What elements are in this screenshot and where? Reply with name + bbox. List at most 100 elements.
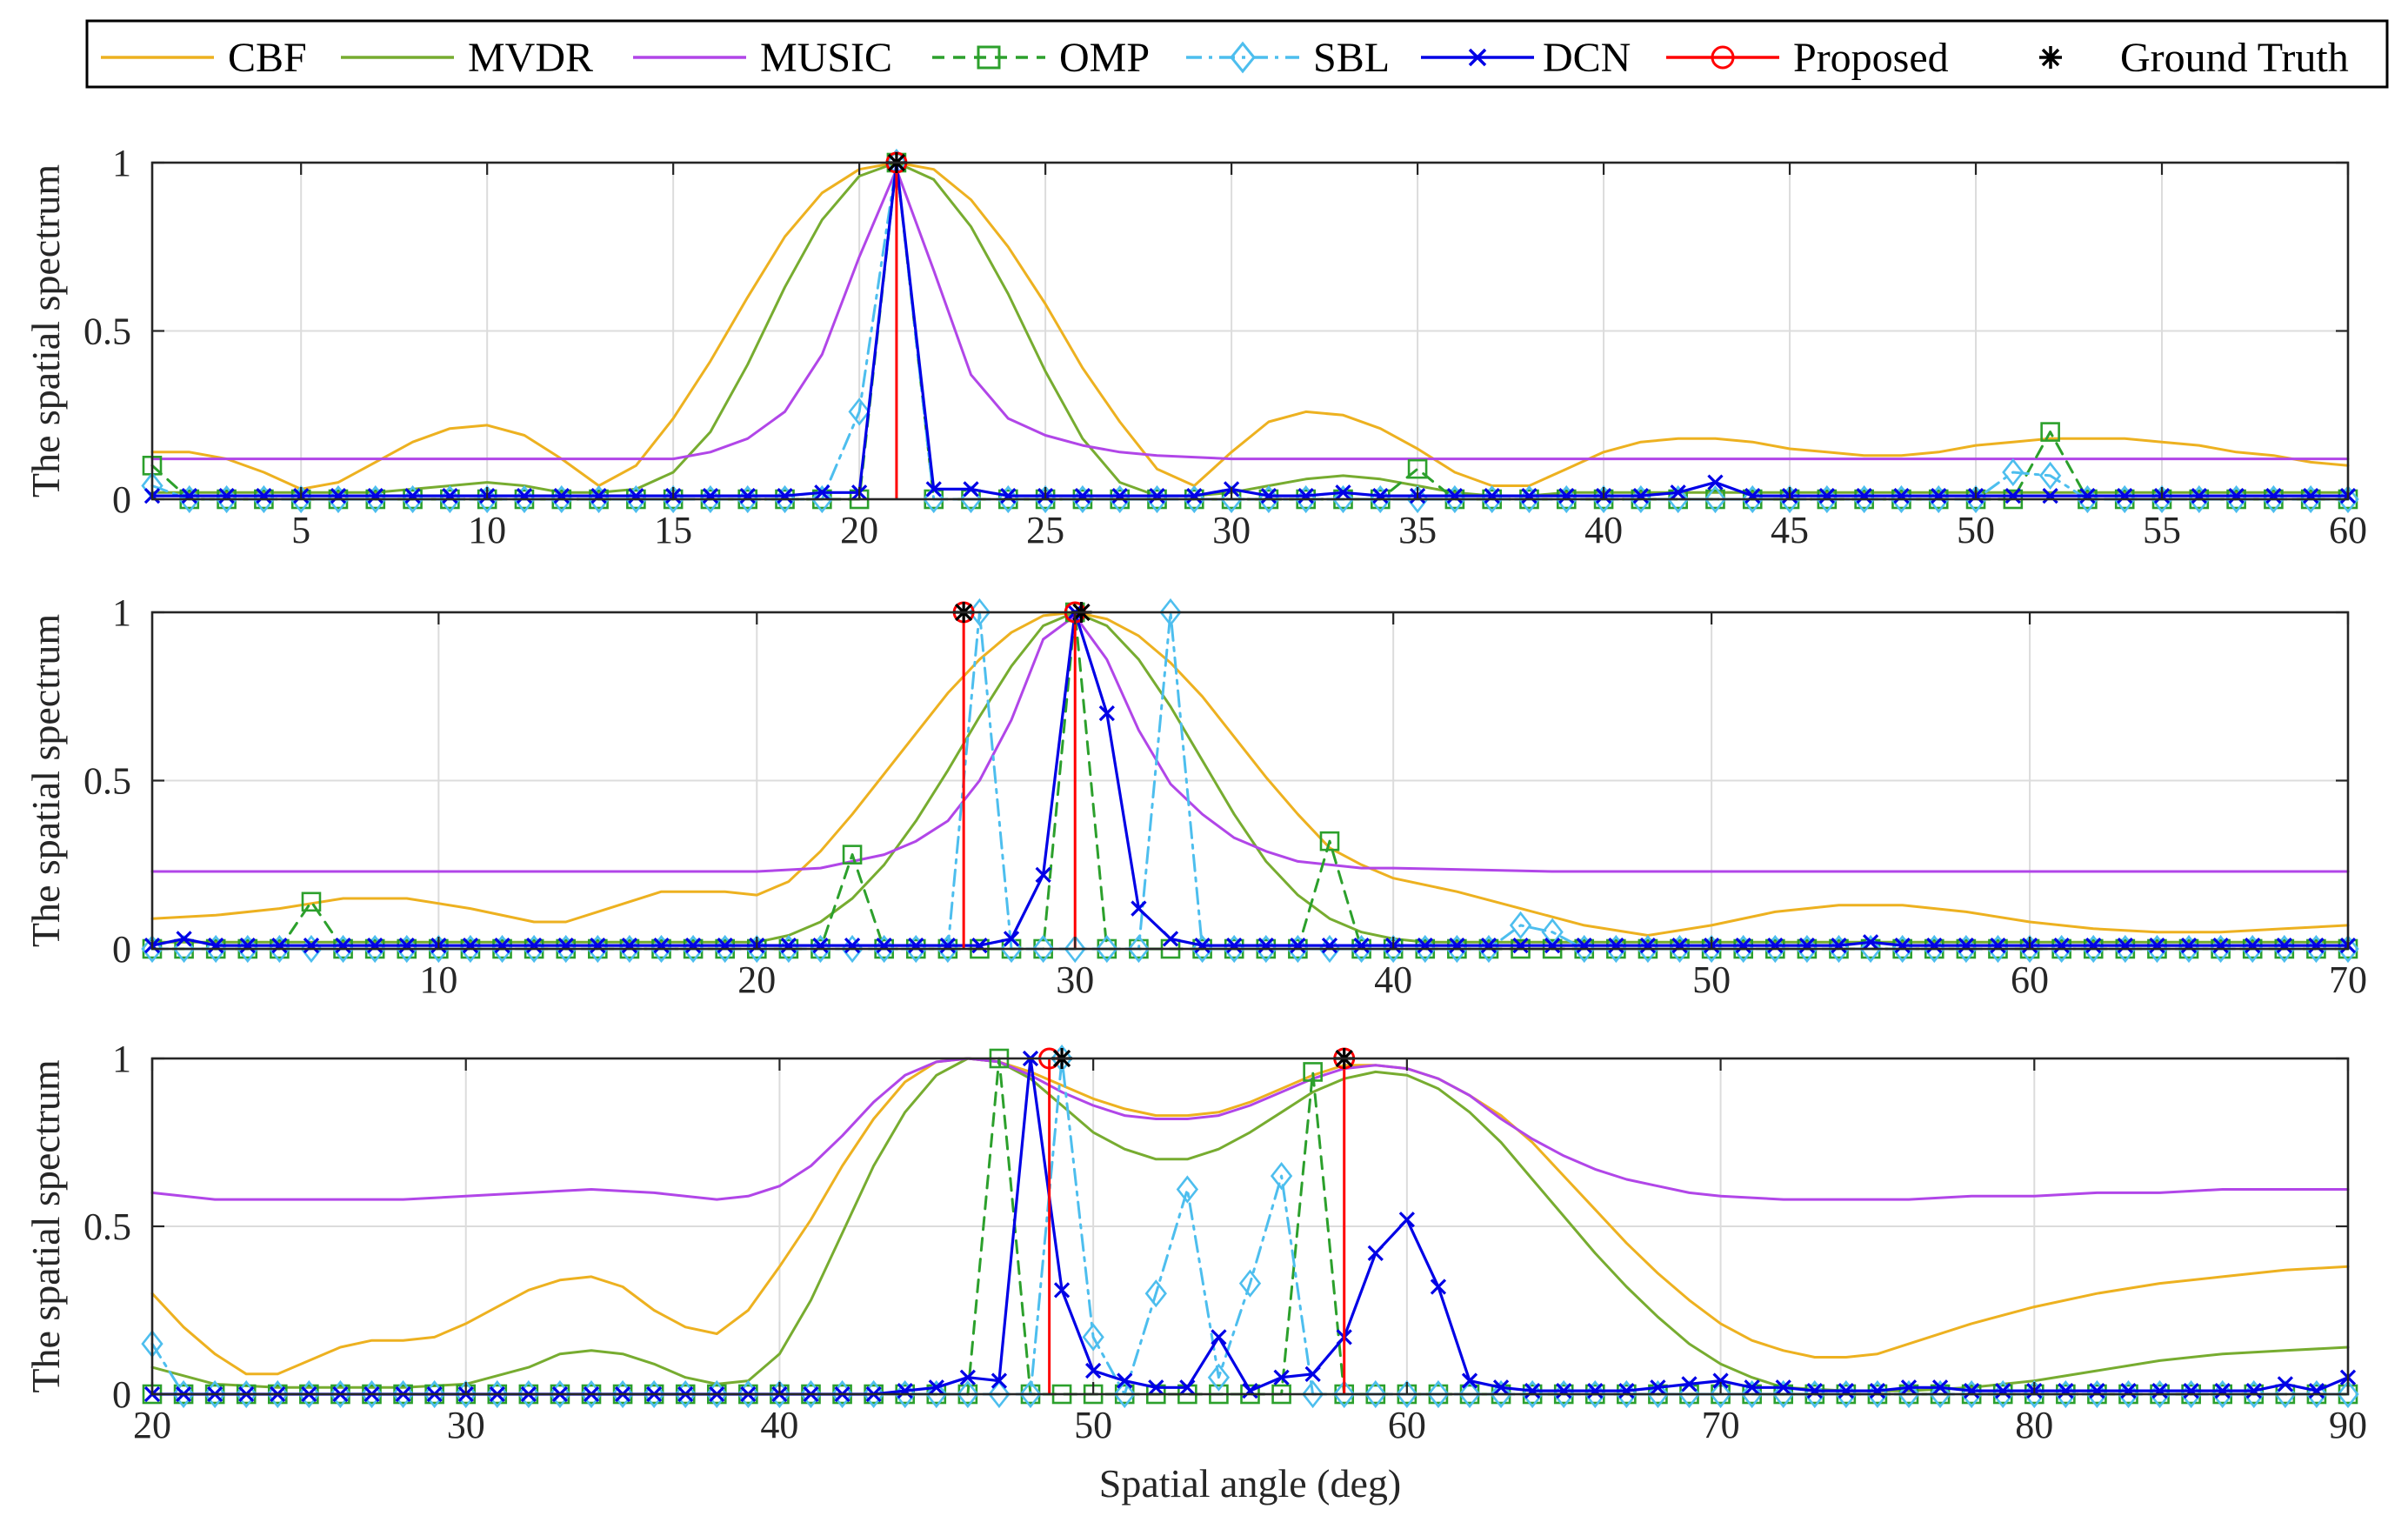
data-point-sbl xyxy=(486,1379,509,1409)
x-tick-label: 30 xyxy=(1212,509,1251,551)
series-mvdr xyxy=(150,1057,2350,1392)
data-point-dcn xyxy=(928,1379,944,1396)
data-point-sbl xyxy=(1207,1363,1231,1392)
data-point-dcn xyxy=(2117,937,2133,954)
data-point-sbl xyxy=(1772,1379,1795,1409)
data-point-sbl xyxy=(705,1379,728,1409)
data-point-dcn xyxy=(1544,937,1561,954)
data-point-dcn xyxy=(1856,487,1872,504)
data-point-sbl xyxy=(611,1379,634,1409)
x-tick-label: 30 xyxy=(1056,958,1094,1001)
data-point-dcn xyxy=(621,937,638,954)
data-point-sbl xyxy=(1427,1379,1450,1409)
data-point-dcn xyxy=(1003,931,1020,947)
legend-item-omp: OMP xyxy=(932,35,1150,81)
data-point-dcn xyxy=(780,937,797,954)
data-point-sbl xyxy=(1113,1379,1136,1409)
data-point-dcn xyxy=(1179,1379,1196,1396)
data-point-dcn xyxy=(1492,1379,1510,1396)
data-point-dcn xyxy=(971,937,988,954)
data-point-dcn xyxy=(908,937,924,954)
data-point-sbl xyxy=(1238,1269,1262,1298)
x-tick-label: 60 xyxy=(1388,1404,1426,1446)
data-point-dcn xyxy=(2183,1383,2199,1399)
y-axis-label: The spatial spectrum xyxy=(23,614,68,947)
data-point-dcn xyxy=(1618,1383,1635,1399)
series-mvdr xyxy=(150,611,2350,944)
data-point-dcn xyxy=(1995,1383,2011,1399)
data-point-dcn xyxy=(1838,1383,1854,1399)
data-point-sbl xyxy=(1740,1379,1764,1409)
data-point-sbl xyxy=(862,1379,885,1409)
data-point-dcn xyxy=(1587,1383,1604,1399)
data-point-dcn xyxy=(1894,937,1911,954)
data-point-dcn xyxy=(1335,484,1351,501)
data-point-dcn xyxy=(2180,937,2198,954)
data-point-dcn xyxy=(1632,487,1649,504)
data-point-dcn xyxy=(2228,487,2245,504)
data-point-dcn xyxy=(1000,487,1017,504)
legend-item-cbf: CBF xyxy=(101,35,307,81)
chart-panel-1: 5 10 15 20 25 30 35 40 45 50 55 60 0 0.5 1 The spatial … xyxy=(23,142,2367,551)
data-point-dcn xyxy=(218,487,235,504)
data-point-dcn xyxy=(812,937,829,954)
data-point-sbl xyxy=(1667,484,1690,514)
data-point-dcn xyxy=(1798,937,1816,954)
x-tick-label: 10 xyxy=(468,509,506,551)
y-tick-label: 0 xyxy=(112,928,131,971)
data-point-dcn xyxy=(1707,474,1724,491)
data-point-dcn xyxy=(2303,487,2319,504)
data-point-dcn xyxy=(1958,937,1975,954)
data-point-dcn xyxy=(1744,487,1761,504)
data-point-dcn xyxy=(777,487,793,504)
data-point-dcn xyxy=(1148,1379,1164,1396)
data-point-sbl xyxy=(1898,1379,1920,1409)
data-point-dcn xyxy=(1085,1362,1102,1379)
data-point-dcn xyxy=(1257,937,1274,954)
data-point-dcn xyxy=(1893,487,1910,504)
data-point-dcn xyxy=(181,487,197,504)
series-cbf xyxy=(150,611,2350,937)
x-tick-label: 80 xyxy=(2015,1404,2053,1446)
data-point-dcn xyxy=(1639,937,1657,954)
data-point-dcn xyxy=(1111,487,1128,504)
data-point-sbl xyxy=(2002,457,2024,487)
data-point-dcn xyxy=(1767,937,1784,954)
x-tick-label: 15 xyxy=(654,509,692,551)
data-point-dcn xyxy=(1671,937,1688,954)
data-point-dcn xyxy=(1862,934,1879,951)
data-point-dcn xyxy=(2149,937,2165,954)
data-point-dcn xyxy=(959,1369,976,1385)
data-point-sbl xyxy=(549,1379,571,1409)
legend-marker-dcn xyxy=(1468,48,1487,67)
data-point-dcn xyxy=(844,937,861,954)
data-point-dcn xyxy=(516,487,533,504)
data-point-dcn xyxy=(525,937,543,954)
data-point-sbl xyxy=(391,1379,415,1409)
legend-label-music: MUSIC xyxy=(760,35,892,81)
x-tick-label: 90 xyxy=(2329,1404,2367,1446)
legend-label-proposed: Proposed xyxy=(1793,35,1949,81)
data-point-dcn xyxy=(876,937,892,954)
data-point-dcn xyxy=(1149,487,1165,504)
data-point-sbl xyxy=(1270,1161,1293,1191)
data-point-sbl xyxy=(1929,1379,1951,1409)
y-tick-label: 0 xyxy=(112,478,131,521)
data-point-dcn xyxy=(367,487,384,504)
data-point-dcn xyxy=(494,937,510,954)
data-point-dcn xyxy=(963,481,979,497)
data-point-dcn xyxy=(1990,937,2006,954)
data-point-sbl xyxy=(580,1379,603,1409)
series-music xyxy=(150,168,2350,461)
data-point-sbl xyxy=(925,1379,948,1409)
grid xyxy=(152,162,2349,500)
data-point-sbl xyxy=(1159,598,1182,627)
data-point-dcn xyxy=(553,487,570,504)
x-axis-label: Spatial angle (deg) xyxy=(1099,1461,1401,1506)
data-point-omp xyxy=(1407,458,1428,479)
legend: CBF MVDR MUSIC OMP SBL DCN Propose xyxy=(85,19,2389,89)
legend-label-mvdr: MVDR xyxy=(468,35,593,81)
data-point-sbl xyxy=(810,484,833,514)
data-point-dcn xyxy=(1931,1379,1949,1396)
data-point-dcn xyxy=(1304,1365,1321,1382)
